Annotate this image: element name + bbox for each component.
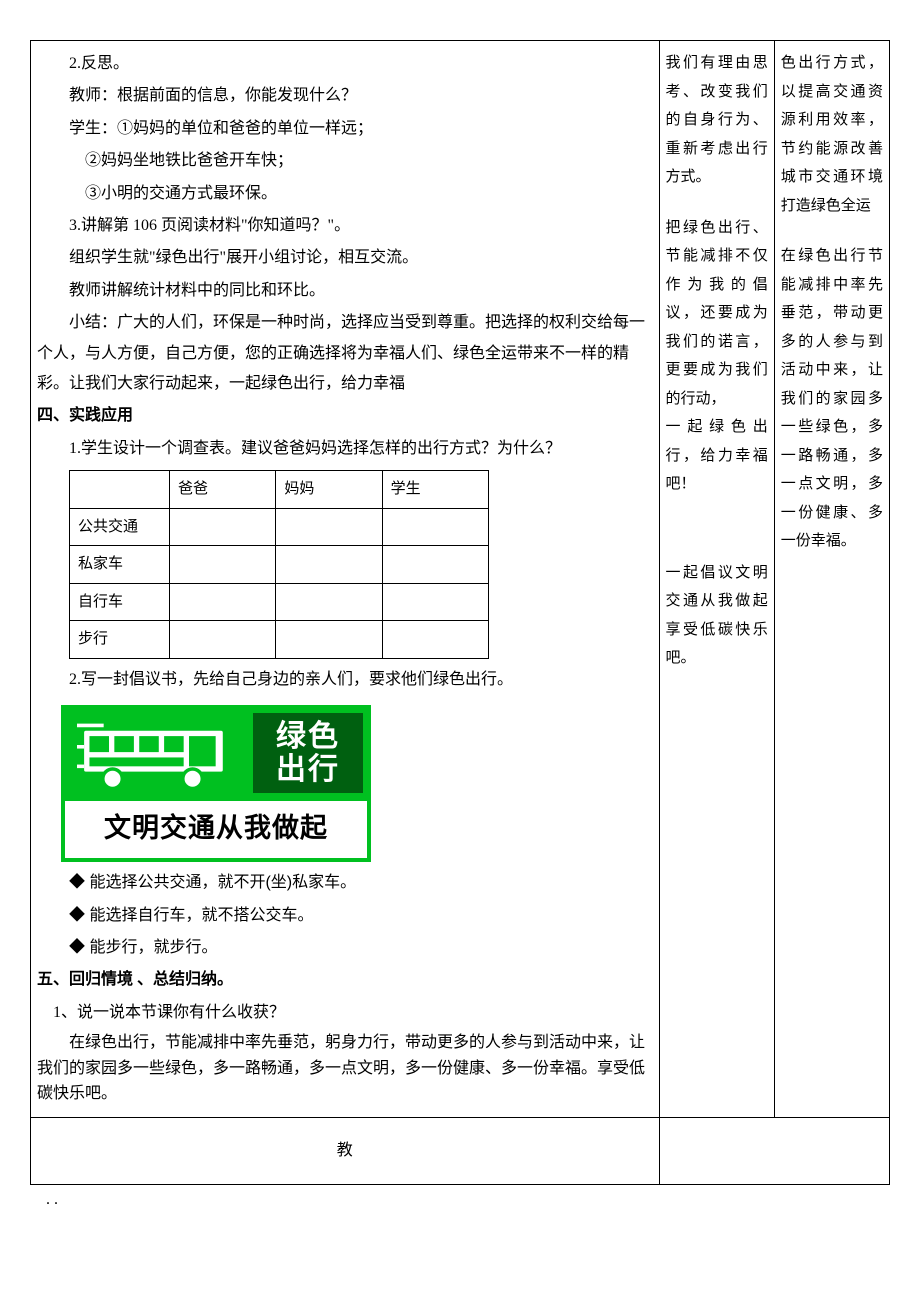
mid-p1: 我们有理由思考、改变我们的自身行为、重新考虑出行方式。	[666, 49, 768, 192]
line-letter: 2.写一封倡议书，先给自己身边的亲人们，要求他们绿色出行。	[37, 665, 653, 695]
table-cell: 公共交通	[70, 508, 170, 546]
line-teacher-q: 教师：根据前面的信息，你能发现什么？	[37, 81, 653, 111]
page-footer-dots: . .	[46, 1185, 890, 1215]
table-row: 公共交通	[70, 508, 489, 546]
table-row: 私家车	[70, 546, 489, 584]
table-cell	[276, 621, 382, 659]
table-cell	[276, 583, 382, 621]
green-travel-poster: 绿色 出行 文明交通从我做起	[61, 705, 371, 862]
right-p1: 色出行方式，以提高交通资源利用效率，节约能源改善城市交通环境打造绿色全运	[781, 49, 883, 220]
table-cell	[382, 508, 488, 546]
table-row: 步行	[70, 621, 489, 659]
poster-label: 绿色 出行	[249, 709, 367, 797]
table-cell	[276, 546, 382, 584]
table-cell: 私家车	[70, 546, 170, 584]
lesson-layout-table: 2.反思。 教师：根据前面的信息，你能发现什么？ 学生：①妈妈的单位和爸爸的单位…	[30, 40, 890, 1185]
table-cell: 学生	[382, 471, 488, 509]
right-column: 色出行方式，以提高交通资源利用效率，节约能源改善城市交通环境打造绿色全运 在绿色…	[774, 41, 889, 1118]
bullet-3: ◆ 能步行，就步行。	[37, 933, 653, 963]
table-cell	[276, 508, 382, 546]
main-column: 2.反思。 教师：根据前面的信息，你能发现什么？ 学生：①妈妈的单位和爸爸的单位…	[31, 41, 660, 1118]
table-cell	[70, 471, 170, 509]
poster-label-2: 出行	[276, 753, 340, 786]
line-reflect: 2.反思。	[37, 49, 653, 79]
bullet-2: ◆ 能选择自行车，就不搭公交车。	[37, 901, 653, 931]
right-p2: 在绿色出行节能减排中率先垂范，带动更多的人参与到活动中来，让我们的家园多一些绿色…	[781, 242, 883, 556]
mid-p4: 一起倡议文明交通从我做起享受低碳快乐吧。	[666, 559, 768, 673]
heading-practice: 四、实践应用	[37, 401, 653, 431]
footer-row: 教	[31, 1118, 890, 1185]
line-gain-a: 在绿色出行，节能减排中率先垂范，躬身力行，带动更多的人参与到活动中来，让我们的家…	[37, 1030, 653, 1107]
table-cell: 爸爸	[170, 471, 276, 509]
line-summary: 小结：广大的人们，环保是一种时尚，选择应当受到尊重。把选择的权利交给每一个人，与…	[37, 308, 653, 399]
bullet-1: ◆ 能选择公共交通，就不开(坐)私家车。	[37, 868, 653, 898]
heading-summary: 五、回归情境 、总结归纳。	[37, 965, 653, 995]
table-cell	[382, 621, 488, 659]
line-design-survey: 1.学生设计一个调查表。建议爸爸妈妈选择怎样的出行方式？为什么？	[37, 434, 653, 464]
table-cell: 自行车	[70, 583, 170, 621]
table-row: 自行车	[70, 583, 489, 621]
poster-top: 绿色 出行	[61, 705, 371, 801]
mid-p2: 把绿色出行、节能减排不仅作为我的倡议，还要成为我们的诺言，更要成为我们的行动，	[666, 214, 768, 414]
table-cell	[170, 546, 276, 584]
table-cell	[170, 508, 276, 546]
middle-column: 我们有理由思考、改变我们的自身行为、重新考虑出行方式。 把绿色出行、节能减排不仅…	[659, 41, 774, 1118]
line-discuss: 组织学生就"绿色出行"展开小组讨论，相互交流。	[37, 243, 653, 273]
poster-slogan: 文明交通从我做起	[61, 801, 371, 862]
table-cell: 步行	[70, 621, 170, 659]
survey-table: 爸爸 妈妈 学生 公共交通 私家车 自行车	[69, 470, 489, 659]
line-stats: 教师讲解统计材料中的同比和环比。	[37, 276, 653, 306]
table-cell	[170, 583, 276, 621]
footer-label: 教	[31, 1118, 660, 1185]
table-row: 爸爸 妈妈 学生	[70, 471, 489, 509]
table-cell	[382, 583, 488, 621]
table-cell	[382, 546, 488, 584]
table-cell: 妈妈	[276, 471, 382, 509]
poster-label-1: 绿色	[276, 720, 340, 753]
table-cell	[170, 621, 276, 659]
line-student-3: ③小明的交通方式最环保。	[37, 179, 653, 209]
bus-icon	[65, 709, 249, 797]
line-student-2: ②妈妈坐地铁比爸爸开车快；	[37, 146, 653, 176]
line-gain-q: 1、说一说本节课你有什么收获？	[37, 998, 653, 1028]
footer-empty	[659, 1118, 889, 1185]
mid-p3: 一起绿色出行，给力幸福吧！	[666, 413, 768, 499]
line-explain: 3.讲解第 106 页阅读材料"你知道吗？"。	[37, 211, 653, 241]
line-student-1: 学生：①妈妈的单位和爸爸的单位一样远；	[37, 114, 653, 144]
